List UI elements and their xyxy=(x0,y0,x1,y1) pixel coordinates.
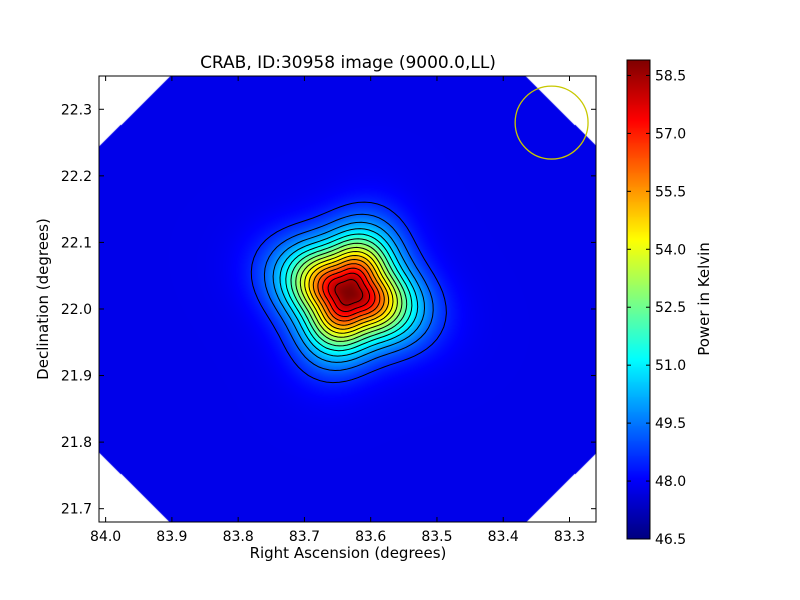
x-tick-label: 83.7 xyxy=(289,529,320,545)
contour-level-7 xyxy=(299,246,398,338)
plot-area xyxy=(98,75,597,523)
contour-level-4 xyxy=(285,233,413,352)
colorbar-tick-label: 51.0 xyxy=(655,358,686,374)
contour-level-2 xyxy=(272,221,426,363)
x-tick-label: 83.6 xyxy=(355,529,386,545)
y-tick-label: 21.7 xyxy=(61,502,92,518)
y-axis: 21.7 21.8 21.9 22.0 22.1 22.2 22.3 xyxy=(61,102,596,518)
contour-level-10 xyxy=(312,258,385,326)
colorbar-gradient xyxy=(627,60,650,539)
contour-level-14 xyxy=(334,278,364,306)
contour-level-11 xyxy=(317,263,381,322)
colorbar-frame xyxy=(626,59,651,540)
contour-level-3 xyxy=(279,228,419,357)
x-tick-label: 83.3 xyxy=(554,529,585,545)
contour-level-12 xyxy=(322,267,376,317)
contour-level-8 xyxy=(304,250,394,334)
x-tick-label: 83.5 xyxy=(421,529,452,545)
colorbar-tick-label: 48.0 xyxy=(655,474,686,490)
x-tick-label: 83.9 xyxy=(156,529,187,545)
y-tick-label: 22.3 xyxy=(61,102,92,118)
colorbar-tick-label: 55.5 xyxy=(655,184,686,200)
y-tick-label: 21.9 xyxy=(61,369,92,385)
contour-level-5 xyxy=(290,238,408,347)
contour-level-6 xyxy=(295,242,403,342)
colorbar-ticks: 46.5 48.0 49.5 51.0 52.5 54.0 55.5 57.0 58.5 xyxy=(627,68,686,548)
y-axis-label: Declination (degrees) xyxy=(34,218,52,380)
colorbar-tick-label: 52.5 xyxy=(655,300,686,316)
y-tick-label: 22.2 xyxy=(61,169,92,185)
colorbar-tick-label: 57.0 xyxy=(655,126,686,142)
colorbar-tick-label: 54.0 xyxy=(655,242,686,258)
x-tick-label: 84.0 xyxy=(90,529,121,545)
contour-level-9 xyxy=(308,254,390,330)
contour-level-0 xyxy=(250,201,447,384)
x-axis: 84.0 83.9 83.8 83.7 83.6 83.5 83.4 83.3 xyxy=(90,76,585,545)
colorbar-label: Power in Kelvin xyxy=(695,242,713,356)
y-tick-label: 22.0 xyxy=(61,302,92,318)
colorbar-tick-label: 46.5 xyxy=(655,532,686,548)
plot-frame xyxy=(98,75,597,523)
x-tick-label: 83.8 xyxy=(223,529,254,545)
colorbar: 46.5 48.0 49.5 51.0 52.5 54.0 55.5 57.0 58.5 Pow… xyxy=(626,59,713,548)
contour-lines xyxy=(250,201,447,384)
x-axis-label: Right Ascension (degrees) xyxy=(250,544,447,562)
colorbar-tick-label: 49.5 xyxy=(655,416,686,432)
contour-level-1 xyxy=(263,213,434,372)
x-tick-label: 83.4 xyxy=(488,529,519,545)
heatmap-image xyxy=(99,76,596,522)
contour-level-13 xyxy=(327,272,370,313)
y-tick-label: 21.8 xyxy=(61,435,92,451)
y-tick-label: 22.1 xyxy=(61,235,92,251)
beam-circle xyxy=(514,85,589,160)
colorbar-tick-label: 58.5 xyxy=(655,68,686,84)
chart-title: CRAB, ID:30958 image (9000.0,LL) xyxy=(200,53,496,73)
